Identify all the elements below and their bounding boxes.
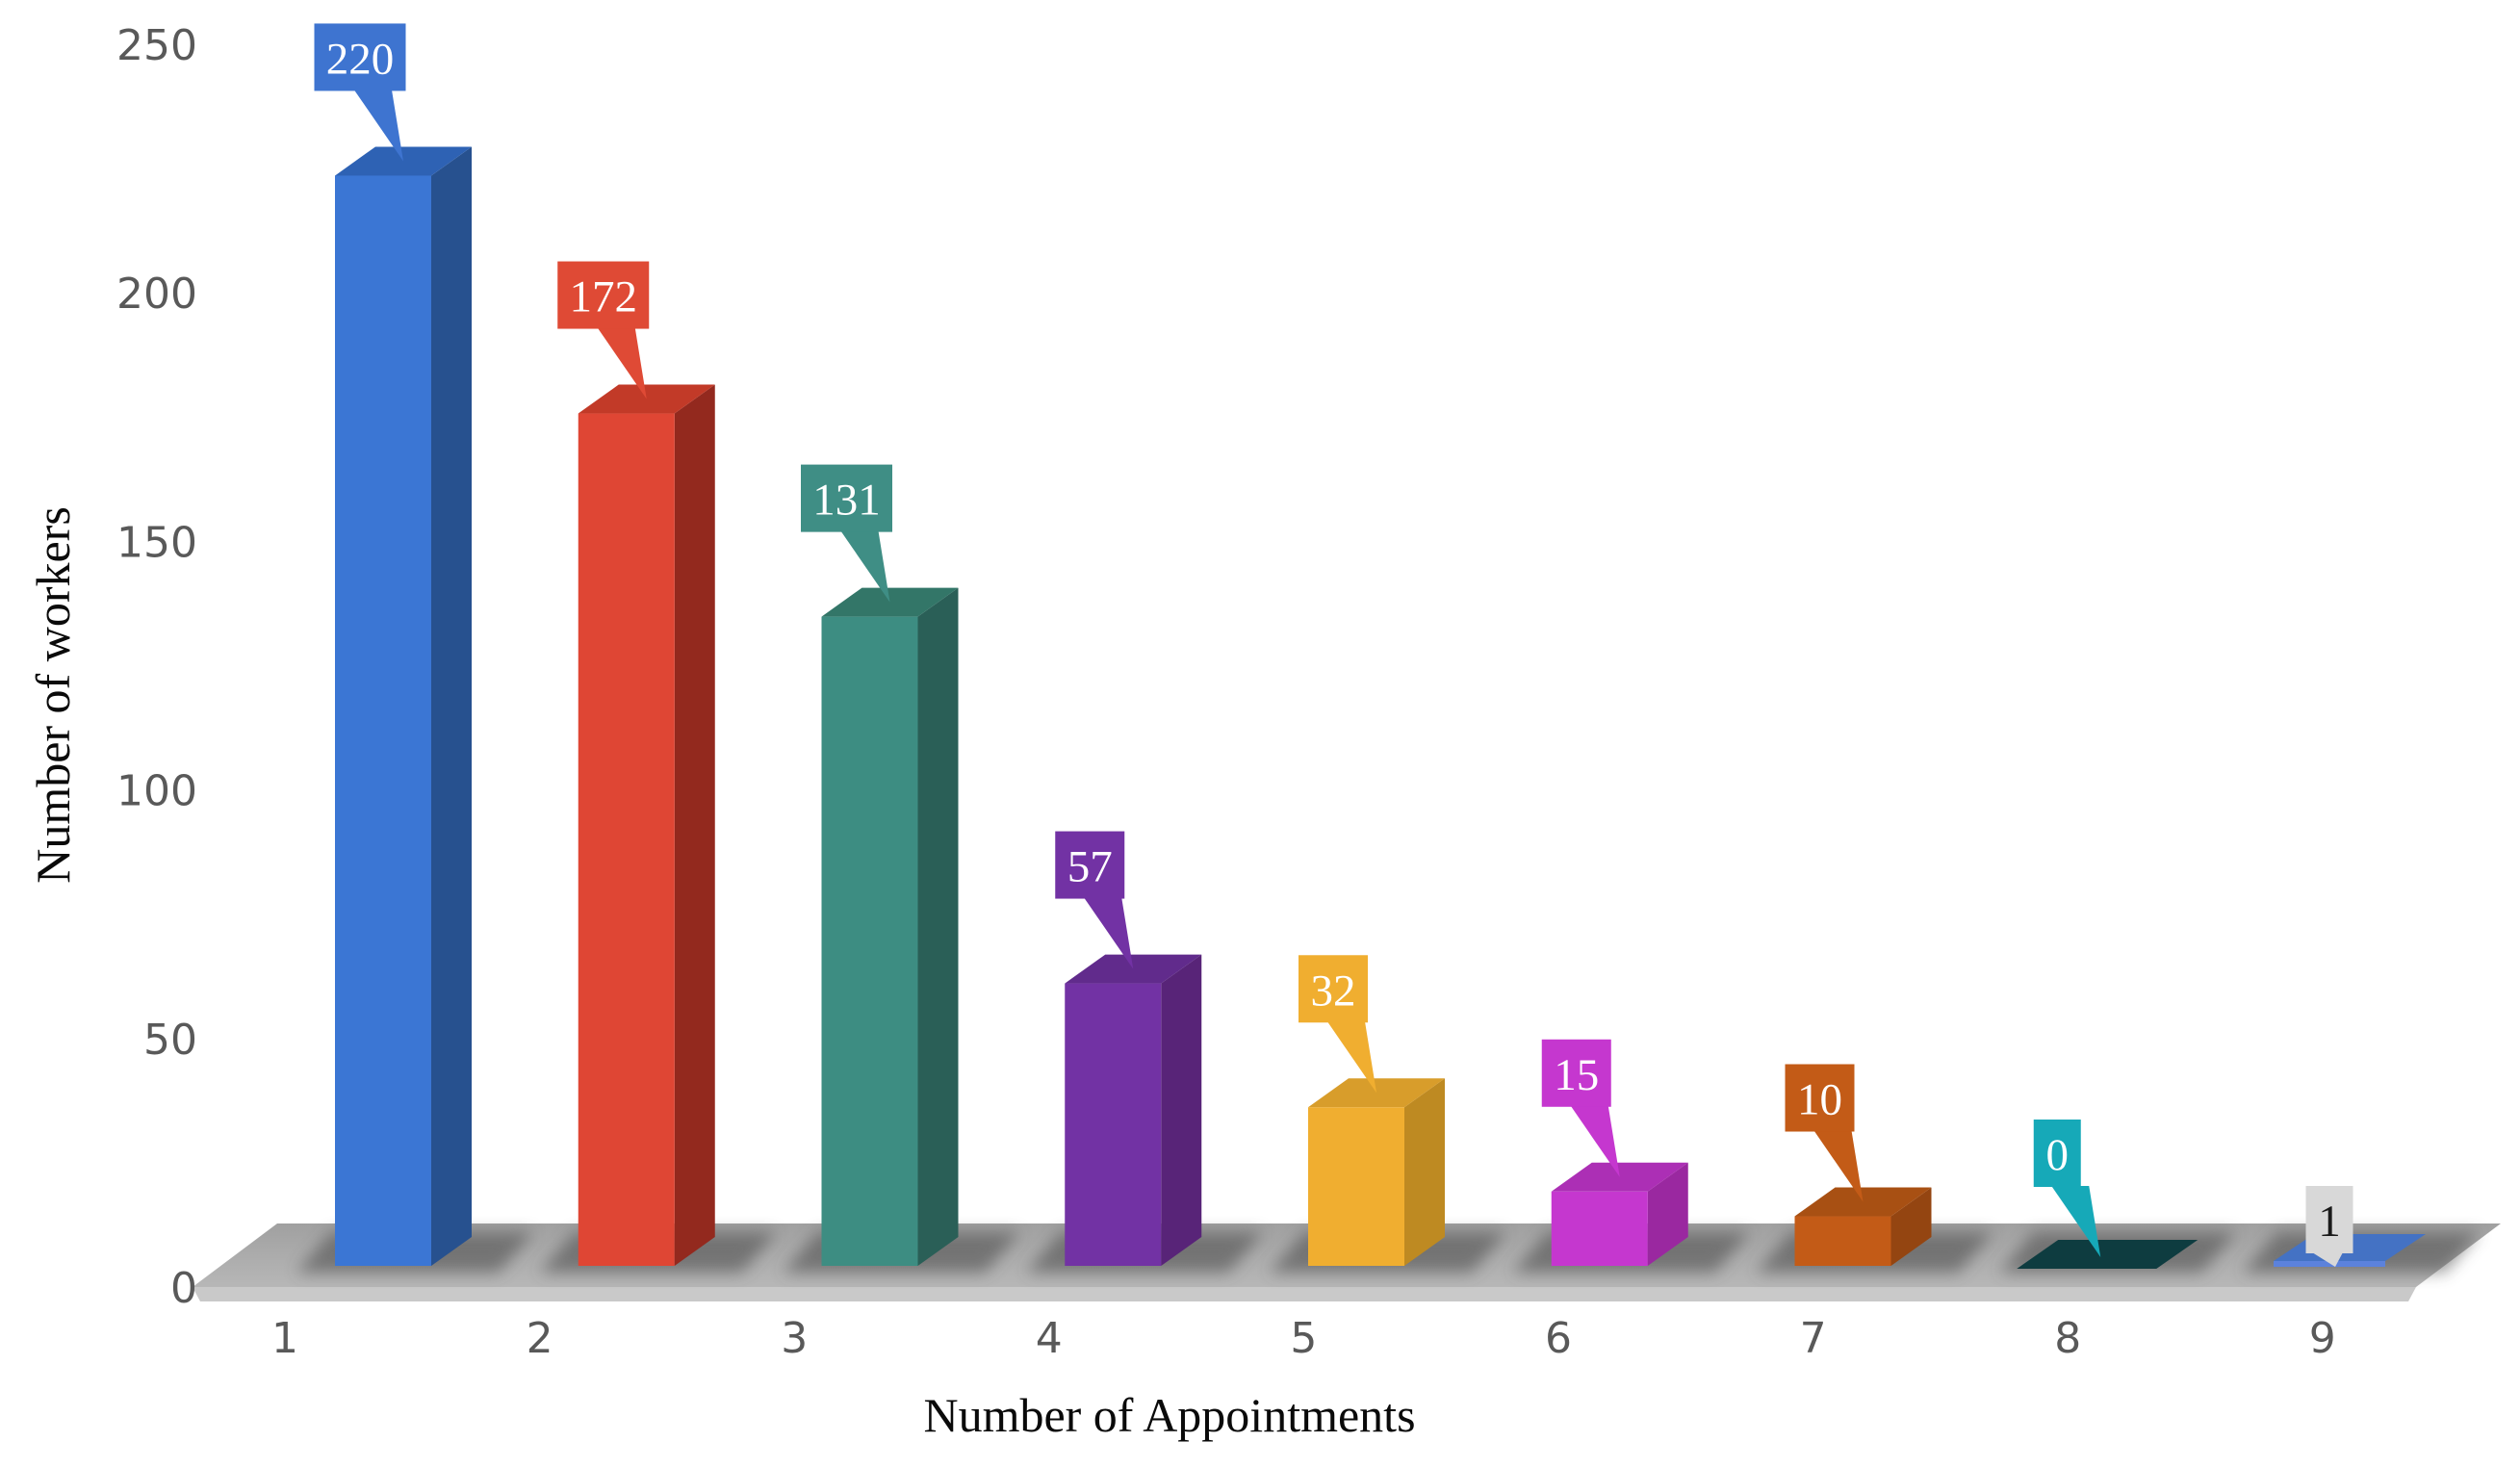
y-tick-50: 50 xyxy=(143,1016,197,1065)
x-label-2: 2 xyxy=(527,1314,553,1363)
callout-tail xyxy=(2051,1186,2101,1257)
bar-5-front xyxy=(1308,1107,1404,1266)
callout-7: 10 xyxy=(1785,1064,1864,1202)
callout-value: 172 xyxy=(570,272,638,322)
floor-front-edge xyxy=(193,1287,2416,1301)
y-axis-title: Number of workers xyxy=(26,506,80,884)
bar-5-side xyxy=(1404,1078,1445,1266)
y-tick-150: 150 xyxy=(116,518,197,567)
bar-6-side xyxy=(1647,1162,1688,1266)
callout-tail xyxy=(2312,1252,2343,1267)
callout-box xyxy=(2305,1186,2353,1253)
y-tick-200: 200 xyxy=(116,270,197,319)
bar-7-front xyxy=(1794,1216,1891,1266)
x-label-9: 9 xyxy=(2309,1314,2336,1363)
callout-tail xyxy=(1813,1130,1864,1202)
bar-6-front xyxy=(1551,1191,1648,1266)
callout-box xyxy=(557,261,650,329)
callout-1: 220 xyxy=(314,23,406,162)
callout-value: 10 xyxy=(1797,1075,1842,1125)
callout-value: 131 xyxy=(812,476,881,526)
bar-8-flat xyxy=(2017,1240,2199,1269)
callout-tail xyxy=(840,530,890,603)
callout-box xyxy=(801,464,892,532)
callout-value: 15 xyxy=(1554,1050,1599,1100)
callout-value: 0 xyxy=(2046,1130,2070,1180)
callout-tail xyxy=(597,327,647,399)
x-axis-category-labels: 1 2 3 4 5 6 7 8 9 xyxy=(271,1314,2336,1363)
callout-tail xyxy=(354,90,403,162)
callout-box xyxy=(1299,955,1368,1023)
y-tick-100: 100 xyxy=(116,767,197,816)
callout-box xyxy=(1055,831,1125,899)
callout-3: 131 xyxy=(801,464,892,603)
callout-value: 1 xyxy=(2318,1197,2341,1247)
x-label-6: 6 xyxy=(1545,1314,1572,1363)
bar-1-front xyxy=(335,175,431,1267)
callout-5: 32 xyxy=(1299,955,1376,1094)
x-label-4: 4 xyxy=(1036,1314,1063,1363)
callout-2: 172 xyxy=(557,261,650,399)
callout-value: 57 xyxy=(1067,842,1113,892)
callout-9: 1 xyxy=(2305,1186,2353,1267)
callout-box xyxy=(1541,1039,1611,1107)
y-axis-tick-labels: 250 200 150 100 50 0 xyxy=(116,21,197,1313)
x-label-8: 8 xyxy=(2054,1314,2081,1363)
callout-value: 220 xyxy=(326,34,395,84)
bar-3-side xyxy=(917,587,959,1266)
bar-3-front xyxy=(821,616,918,1266)
x-label-1: 1 xyxy=(271,1314,298,1363)
x-label-7: 7 xyxy=(1800,1314,1827,1363)
callout-box xyxy=(1785,1064,1855,1132)
bar-1-side xyxy=(431,146,472,1267)
callout-6: 15 xyxy=(1541,1039,1620,1177)
callout-8: 0 xyxy=(2033,1120,2101,1257)
callout-tail xyxy=(1327,1021,1376,1094)
callout-value: 32 xyxy=(1311,966,1356,1016)
callout-box xyxy=(314,23,406,91)
bar-4-side xyxy=(1161,954,1202,1266)
bar-4-front xyxy=(1065,983,1162,1266)
x-label-3: 3 xyxy=(781,1314,808,1363)
callout-box xyxy=(2033,1120,2081,1187)
bar-9-front xyxy=(2274,1261,2385,1267)
x-axis-title: Number of Appointments xyxy=(923,1388,1415,1442)
bar-7-side xyxy=(1890,1187,1932,1266)
x-label-5: 5 xyxy=(1290,1314,1317,1363)
callout-tail xyxy=(1570,1105,1620,1177)
data-label-callouts: 220 172 131 57 32 15 10 0 1 xyxy=(314,23,2353,1267)
y-tick-0: 0 xyxy=(170,1264,197,1313)
callout-4: 57 xyxy=(1055,831,1134,969)
bars-group xyxy=(335,146,2426,1269)
bar-2-front xyxy=(578,413,675,1266)
y-tick-250: 250 xyxy=(116,21,197,70)
bar-2-side xyxy=(674,384,715,1266)
callout-tail xyxy=(1084,897,1134,969)
